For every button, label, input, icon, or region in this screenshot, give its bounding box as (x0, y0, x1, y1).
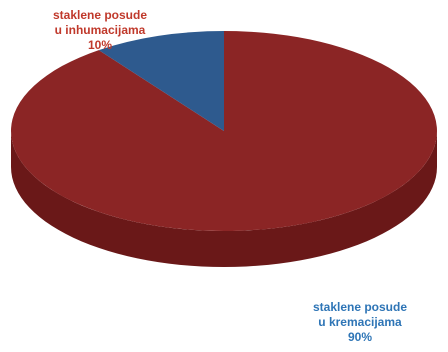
label-inhumacije-line1: staklene posude (52, 8, 148, 22)
label-kremacije: staklene posude u kremacijama 90% (290, 300, 430, 345)
label-inhumacije-line2: u inhumacijama (54, 23, 146, 37)
label-kremacije-pct: 90% (347, 330, 373, 344)
slice-kremacije-edge (11, 131, 437, 267)
pie-side-edge (11, 131, 437, 267)
label-inhumacije: staklene posude u inhumacijama 10% (30, 8, 170, 53)
pie-top (11, 30, 438, 231)
label-kremacije-line1: staklene posude (312, 300, 408, 314)
slice-inhumacije (98, 30, 224, 131)
label-inhumacije-pct: 10% (87, 38, 113, 52)
slice-kremacije (11, 31, 438, 231)
label-kremacije-line2: u kremacijama (318, 315, 402, 329)
